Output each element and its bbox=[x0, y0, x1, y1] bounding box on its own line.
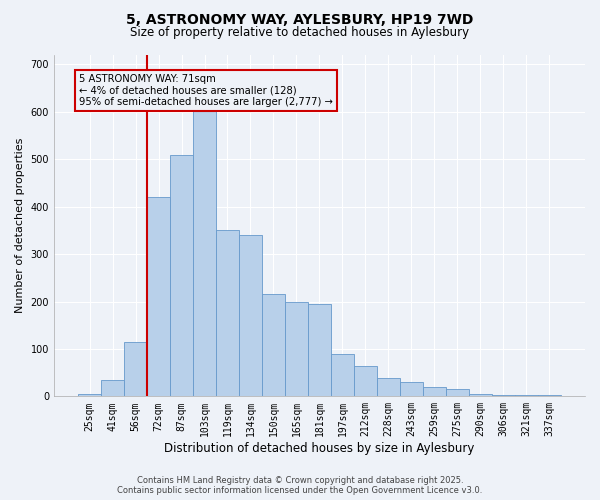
Bar bbox=[331, 354, 354, 397]
Text: Size of property relative to detached houses in Aylesbury: Size of property relative to detached ho… bbox=[130, 26, 470, 39]
Text: 5, ASTRONOMY WAY, AYLESBURY, HP19 7WD: 5, ASTRONOMY WAY, AYLESBURY, HP19 7WD bbox=[127, 12, 473, 26]
Y-axis label: Number of detached properties: Number of detached properties bbox=[15, 138, 25, 314]
Text: 5 ASTRONOMY WAY: 71sqm
← 4% of detached houses are smaller (128)
95% of semi-det: 5 ASTRONOMY WAY: 71sqm ← 4% of detached … bbox=[79, 74, 333, 107]
Bar bbox=[239, 235, 262, 396]
Bar bbox=[147, 197, 170, 396]
X-axis label: Distribution of detached houses by size in Aylesbury: Distribution of detached houses by size … bbox=[164, 442, 475, 455]
Bar bbox=[101, 380, 124, 396]
Bar bbox=[262, 294, 285, 396]
Bar bbox=[170, 154, 193, 396]
Bar bbox=[446, 389, 469, 396]
Bar bbox=[377, 378, 400, 396]
Bar bbox=[492, 395, 515, 396]
Bar bbox=[216, 230, 239, 396]
Bar bbox=[469, 394, 492, 396]
Bar bbox=[78, 394, 101, 396]
Bar bbox=[308, 304, 331, 396]
Text: Contains HM Land Registry data © Crown copyright and database right 2025.
Contai: Contains HM Land Registry data © Crown c… bbox=[118, 476, 482, 495]
Bar bbox=[423, 387, 446, 396]
Bar bbox=[124, 342, 147, 396]
Bar bbox=[400, 382, 423, 396]
Bar bbox=[354, 366, 377, 396]
Bar bbox=[285, 302, 308, 396]
Bar bbox=[193, 102, 216, 397]
